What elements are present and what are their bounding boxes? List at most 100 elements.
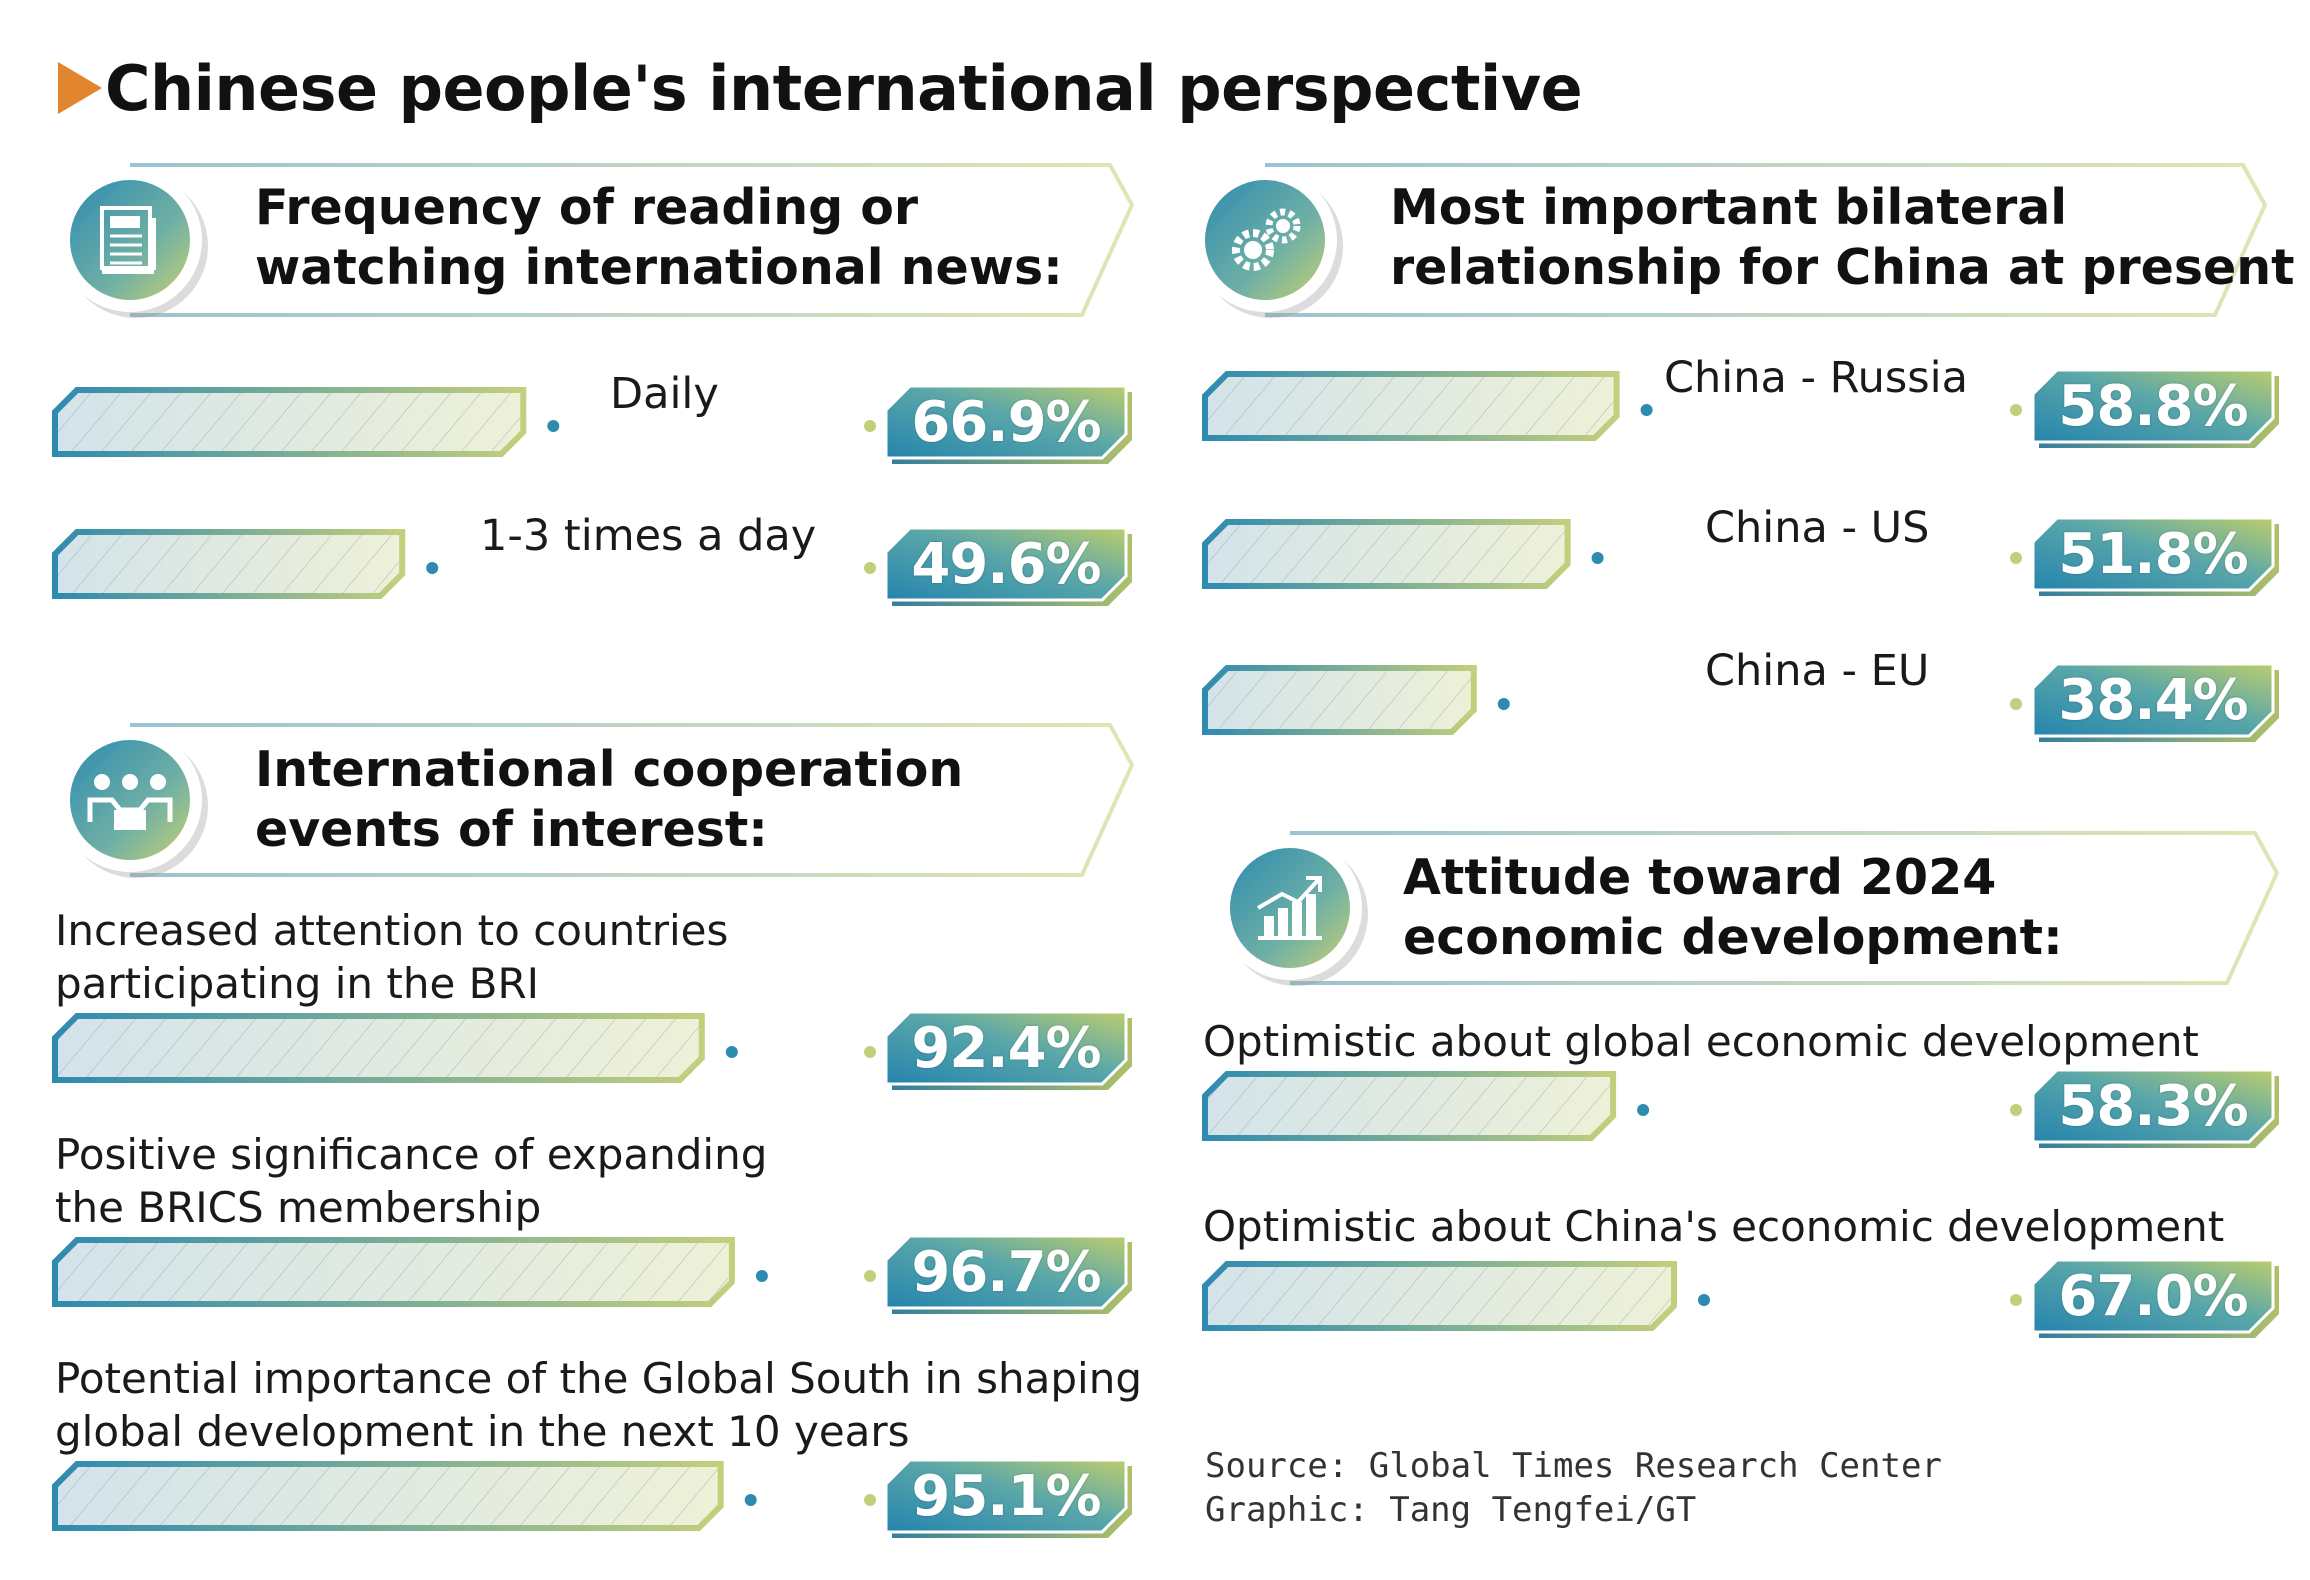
bar-hatch	[1205, 668, 1474, 732]
bar-row	[52, 384, 1132, 464]
cooperation-title-line2: events of interest:	[255, 801, 768, 858]
bar-hatch	[55, 1240, 732, 1304]
bar-row	[1202, 368, 2279, 448]
connector-end-dot	[2010, 698, 2022, 710]
value-label: 58.8%	[2058, 374, 2248, 439]
bar-hatch	[1205, 522, 1568, 586]
value-label: 92.4%	[911, 1016, 1101, 1081]
bar-outline	[1202, 665, 1477, 735]
bar-hatch	[55, 1464, 721, 1528]
category-label: Daily	[610, 369, 719, 419]
source-credit: Source: Global Times Research Center	[1205, 1446, 1942, 1486]
category-label: China - US	[1705, 503, 1930, 553]
connector-end-dot	[2010, 404, 2022, 416]
section-header	[1218, 831, 2280, 986]
connector-end-dot	[864, 420, 876, 432]
connector-end-dot	[864, 562, 876, 574]
statement-line: Potential importance of the Global South…	[55, 1354, 1142, 1403]
bar-outline	[52, 387, 527, 457]
bar-outline	[1202, 519, 1571, 589]
value-label: 49.6%	[911, 532, 1101, 597]
news-title-line2: watching international news:	[255, 239, 1063, 296]
growth-chart-icon	[1256, 876, 1322, 940]
bar-hatch	[1205, 1074, 1614, 1138]
statement-label: Potential importance of the Global South…	[55, 1352, 1142, 1458]
statement-line: Positive significance of expanding	[55, 1130, 768, 1179]
value-box	[884, 526, 1128, 602]
header-banner	[1265, 163, 2268, 317]
category-label: China - EU	[1705, 646, 1930, 696]
value-box	[884, 1234, 1128, 1310]
bilateral-title-line1: Most important bilateral	[1390, 179, 2068, 236]
bar-hatch	[1205, 374, 1617, 438]
title-arrow-icon	[58, 62, 102, 114]
bar-hatch	[55, 390, 524, 454]
value-box	[2031, 1258, 2275, 1334]
bilateral-title-line2: relationship for China at present	[1390, 239, 2295, 296]
value-box	[2031, 662, 2275, 738]
section-header	[58, 163, 1135, 318]
bar-hatch	[55, 1016, 702, 1080]
page-title: Chinese people's international perspecti…	[105, 52, 1583, 125]
bar-row	[1202, 516, 2279, 596]
news-section-title: Frequency of reading or watching interna…	[255, 178, 1063, 298]
bar-outline	[1202, 1071, 1617, 1141]
bar-row	[1202, 662, 2279, 742]
value-box	[884, 1458, 1128, 1534]
connector-start-dot	[1640, 404, 1653, 416]
bar-outline	[52, 1237, 735, 1307]
gears-icon	[1232, 208, 1301, 271]
statement-label: Positive significance of expanding the B…	[55, 1128, 767, 1234]
bar-row	[52, 1458, 1132, 1538]
bilateral-section-title: Most important bilateral relationship fo…	[1390, 178, 2295, 298]
value-label: 66.9%	[911, 390, 1101, 455]
value-box	[884, 1010, 1128, 1086]
graphic-credit: Graphic: Tang Tengfei/GT	[1205, 1490, 1697, 1530]
statement-label: Optimistic about global economic develop…	[1203, 1017, 2199, 1066]
value-label: 58.3%	[2058, 1074, 2248, 1139]
category-label: 1-3 times a day	[480, 511, 817, 561]
people-group-icon	[87, 774, 173, 830]
icon-disc	[70, 740, 190, 860]
section-header	[58, 723, 1135, 878]
newspaper-icon	[100, 206, 156, 274]
value-box	[2031, 1068, 2275, 1144]
connector-start-dot	[1637, 1104, 1650, 1116]
attitude-section-title: Attitude toward 2024 economic developmen…	[1403, 848, 2063, 968]
value-label: 67.0%	[2058, 1264, 2248, 1329]
bar-hatch	[55, 532, 403, 596]
category-label: China - Russia	[1664, 353, 1968, 403]
footer-credits: Source: Global Times Research Center Gra…	[1205, 1444, 1942, 1532]
bar-row	[1202, 1258, 2279, 1338]
icon-disc	[70, 180, 190, 300]
bar-row	[1202, 1068, 2279, 1148]
bar-row	[52, 1234, 1132, 1314]
bar-hatch	[1205, 1264, 1674, 1328]
connector-end-dot	[864, 1494, 876, 1506]
statement-line: global development in the next 10 years	[55, 1407, 910, 1456]
bar-outline	[1202, 1261, 1677, 1331]
statement-line: Increased attention to countries	[55, 906, 729, 955]
header-banner	[130, 723, 1135, 877]
bar-outline	[52, 529, 406, 599]
value-box	[2031, 516, 2275, 592]
value-label: 96.7%	[911, 1240, 1101, 1305]
connector-start-dot	[426, 562, 439, 574]
bar-row	[52, 1010, 1132, 1090]
value-label: 38.4%	[2058, 668, 2248, 733]
bar-outline	[1202, 371, 1620, 441]
bar-outline	[52, 1013, 705, 1083]
attitude-title-line1: Attitude toward 2024	[1403, 849, 1997, 906]
connector-start-dot	[755, 1270, 768, 1282]
statement-line: the BRICS membership	[55, 1183, 542, 1232]
header-banner	[130, 163, 1135, 317]
attitude-title-line2: economic development:	[1403, 909, 2063, 966]
statement-line: participating in the BRI	[55, 959, 540, 1008]
value-label: 95.1%	[911, 1464, 1101, 1529]
statement-label: Optimistic about China's economic develo…	[1203, 1202, 2225, 1251]
connector-start-dot	[547, 420, 560, 432]
connector-end-dot	[2010, 1294, 2022, 1306]
news-title-line1: Frequency of reading or	[255, 179, 919, 236]
value-box	[884, 384, 1128, 460]
